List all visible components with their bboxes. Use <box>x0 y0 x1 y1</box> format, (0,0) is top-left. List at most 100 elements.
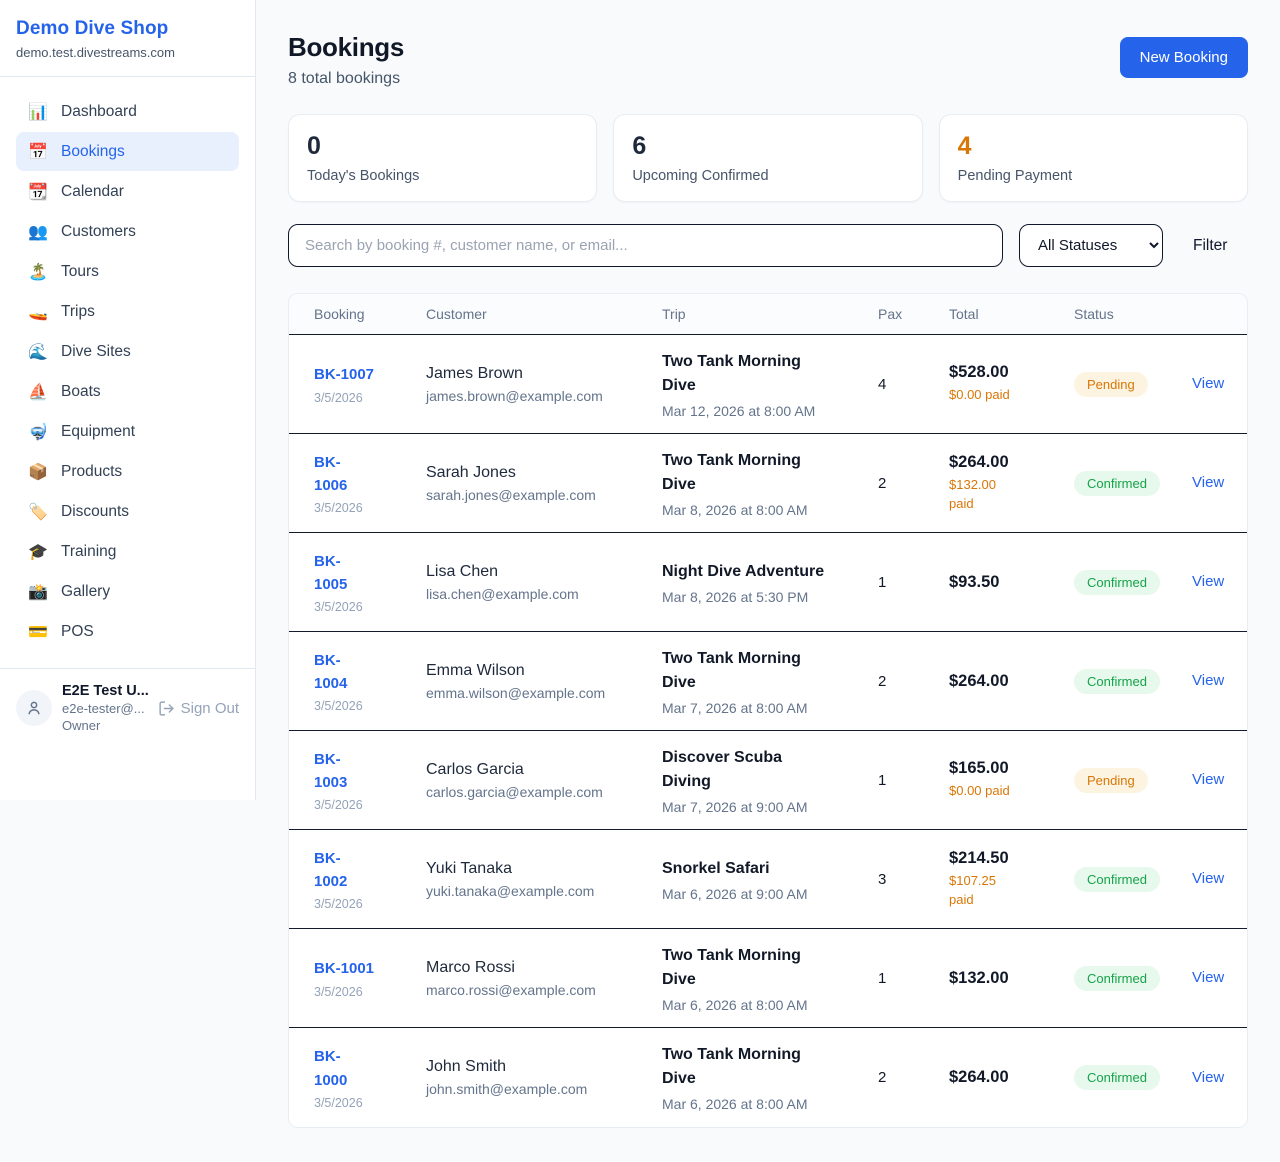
credit-card-icon: 💳 <box>28 622 48 641</box>
trip-cell: Two Tank Morning Dive Mar 12, 2026 at 8:0… <box>662 350 878 419</box>
sign-out-button[interactable]: Sign Out <box>158 700 239 717</box>
status-badge: Pending <box>1074 767 1148 793</box>
sidebar-item-pos[interactable]: 💳 POS <box>16 612 239 651</box>
trip-name: Two Tank Morning Dive <box>662 451 801 493</box>
sidebar-item-equipment[interactable]: 🤿 Equipment <box>16 412 239 451</box>
sidebar-item-training[interactable]: 🎓 Training <box>16 532 239 571</box>
customer-cell: James Brown james.brown@example.com <box>426 365 662 404</box>
table-row: BK-1005 3/5/2026 Lisa Chen lisa.chen@exampl… <box>289 533 1247 632</box>
status-select[interactable]: All Statuses <box>1019 224 1163 267</box>
booking-id-link[interactable]: BK-1005 <box>314 552 348 593</box>
sidebar-item-label: POS <box>61 622 94 640</box>
sidebar-item-label: Dive Sites <box>61 342 131 360</box>
user-email: e2e-tester@... <box>62 701 145 716</box>
trip-datetime: Mar 7, 2026 at 8:00 AM <box>662 699 808 716</box>
status-badge: Confirmed <box>1074 668 1160 694</box>
booking-id-link[interactable]: BK-1007 <box>314 366 375 384</box>
sidebar-item-boats[interactable]: ⛵ Boats <box>16 372 239 411</box>
booking-date: 3/5/2026 <box>314 798 363 813</box>
sidebar-item-dive-sites[interactable]: 🌊 Dive Sites <box>16 332 239 371</box>
booking-id-link[interactable]: BK-1002 <box>314 849 348 890</box>
sidebar-item-discounts[interactable]: 🏷️ Discounts <box>16 492 239 531</box>
new-booking-button[interactable]: New Booking <box>1119 37 1248 78</box>
user-role: Owner <box>62 718 101 733</box>
filter-row: All Statuses Filter <box>288 224 1248 267</box>
booking-cell: BK-1003 3/5/2026 <box>314 748 426 813</box>
view-link[interactable]: View <box>1192 771 1225 788</box>
customer-email: john.smith@example.com <box>426 1081 588 1097</box>
customer-name: Emma Wilson <box>426 661 525 679</box>
booking-date: 3/5/2026 <box>314 984 363 999</box>
sidebar-item-bookings[interactable]: 📅 Bookings <box>16 132 239 171</box>
view-link[interactable]: View <box>1192 870 1225 887</box>
stat-label: Today's Bookings <box>307 168 420 184</box>
booking-date: 3/5/2026 <box>314 390 363 405</box>
view-link[interactable]: View <box>1192 672 1225 689</box>
table-row: BK-1007 3/5/2026 James Brown james.brown@ex… <box>289 335 1247 434</box>
sidebar-item-customers[interactable]: 👥 Customers <box>16 212 239 251</box>
amount-paid: $132.00 paid <box>949 477 996 511</box>
sidebar-item-tours[interactable]: 🏝️ Tours <box>16 252 239 291</box>
table-row: BK-1002 3/5/2026 Yuki Tanaka yuki.tanaka@ex… <box>289 830 1247 929</box>
sidebar-item-label: Boats <box>61 382 101 400</box>
view-link[interactable]: View <box>1192 474 1225 491</box>
stat-label: Upcoming Confirmed <box>632 168 769 184</box>
sidebar: Demo Dive Shop demo.test.divestreams.com… <box>0 0 256 800</box>
booking-id-link[interactable]: BK-1006 <box>314 453 348 494</box>
trip-datetime: Mar 8, 2026 at 5:30 PM <box>662 588 809 605</box>
search-input[interactable] <box>288 224 1003 267</box>
trip-datetime: Mar 6, 2026 at 9:00 AM <box>662 885 808 902</box>
trip-name: Two Tank Morning Dive <box>662 352 801 394</box>
sidebar-item-dashboard[interactable]: 📊 Dashboard <box>16 92 239 131</box>
customer-name: John Smith <box>426 1058 507 1075</box>
amount-paid: $0.00 paid <box>949 387 1010 403</box>
table-body: BK-1007 3/5/2026 James Brown james.brown@ex… <box>289 335 1247 1127</box>
pax-count: 1 <box>878 969 887 987</box>
column-header-actions <box>1192 302 1231 326</box>
stat-label: Pending Payment <box>957 168 1073 184</box>
total-cell: $264.00 <box>949 1068 1074 1087</box>
view-link[interactable]: View <box>1192 375 1225 392</box>
booking-cell: BK-1001 3/5/2026 <box>314 957 426 998</box>
customer-cell: Emma Wilson emma.wilson@example.com <box>426 662 662 701</box>
sidebar-item-gallery[interactable]: 📸 Gallery <box>16 572 239 611</box>
wave-icon: 🌊 <box>28 342 48 361</box>
column-header-trip: Trip <box>662 306 686 322</box>
customer-cell: Marco Rossi marco.rossi@example.com <box>426 959 662 998</box>
trip-cell: Two Tank Morning Dive Mar 8, 2026 at 8:00… <box>662 449 878 518</box>
sidebar-item-calendar[interactable]: 📆 Calendar <box>16 172 239 211</box>
booking-id-link[interactable]: BK-1004 <box>314 651 348 692</box>
booking-id-link[interactable]: BK-1003 <box>314 750 348 791</box>
customer-cell: Yuki Tanaka yuki.tanaka@example.com <box>426 860 662 899</box>
customer-name: Sarah Jones <box>426 463 516 481</box>
sidebar-item-products[interactable]: 📦 Products <box>16 452 239 491</box>
view-link[interactable]: View <box>1192 1068 1225 1086</box>
trip-cell: Two Tank Morning Dive Mar 6, 2026 at 8:00… <box>662 944 878 1013</box>
trip-datetime: Mar 12, 2026 at 8:00 AM <box>662 402 816 419</box>
sidebar-item-label: Dashboard <box>61 102 137 120</box>
view-link[interactable]: View <box>1192 573 1225 590</box>
sign-out-icon <box>158 700 175 717</box>
booking-date: 3/5/2026 <box>314 1095 363 1110</box>
total-cell: $132.00 <box>949 969 1074 988</box>
trip-datetime: Mar 7, 2026 at 9:00 AM <box>662 798 808 815</box>
booking-id-link[interactable]: BK-1000 <box>314 1048 348 1089</box>
pax-count: 3 <box>878 870 887 888</box>
stats-cards: 0 Today's Bookings 6 Upcoming Confirmed 4 Pen… <box>288 114 1248 202</box>
user-footer: E2E Test U... e2e-tester@... Owner Sign … <box>0 668 255 753</box>
stat-value: 4 <box>957 132 972 160</box>
customer-name: Yuki Tanaka <box>426 859 512 877</box>
tear-off-calendar-icon: 📆 <box>28 182 48 201</box>
customer-name: Lisa Chen <box>426 562 499 580</box>
sidebar-item-trips[interactable]: 🚤 Trips <box>16 292 239 331</box>
booking-cell: BK-1000 3/5/2026 <box>314 1045 426 1110</box>
booking-date: 3/5/2026 <box>314 501 363 516</box>
stat-card-upcoming-confirmed: 6 Upcoming Confirmed <box>613 114 923 202</box>
status-cell: Pending <box>1074 767 1192 793</box>
filter-button[interactable]: Filter <box>1179 229 1241 263</box>
calendar-date-icon: 📅 <box>28 142 48 161</box>
view-link[interactable]: View <box>1192 969 1225 986</box>
status-badge: Pending <box>1074 371 1148 397</box>
booking-id-link[interactable]: BK-1001 <box>314 960 375 978</box>
